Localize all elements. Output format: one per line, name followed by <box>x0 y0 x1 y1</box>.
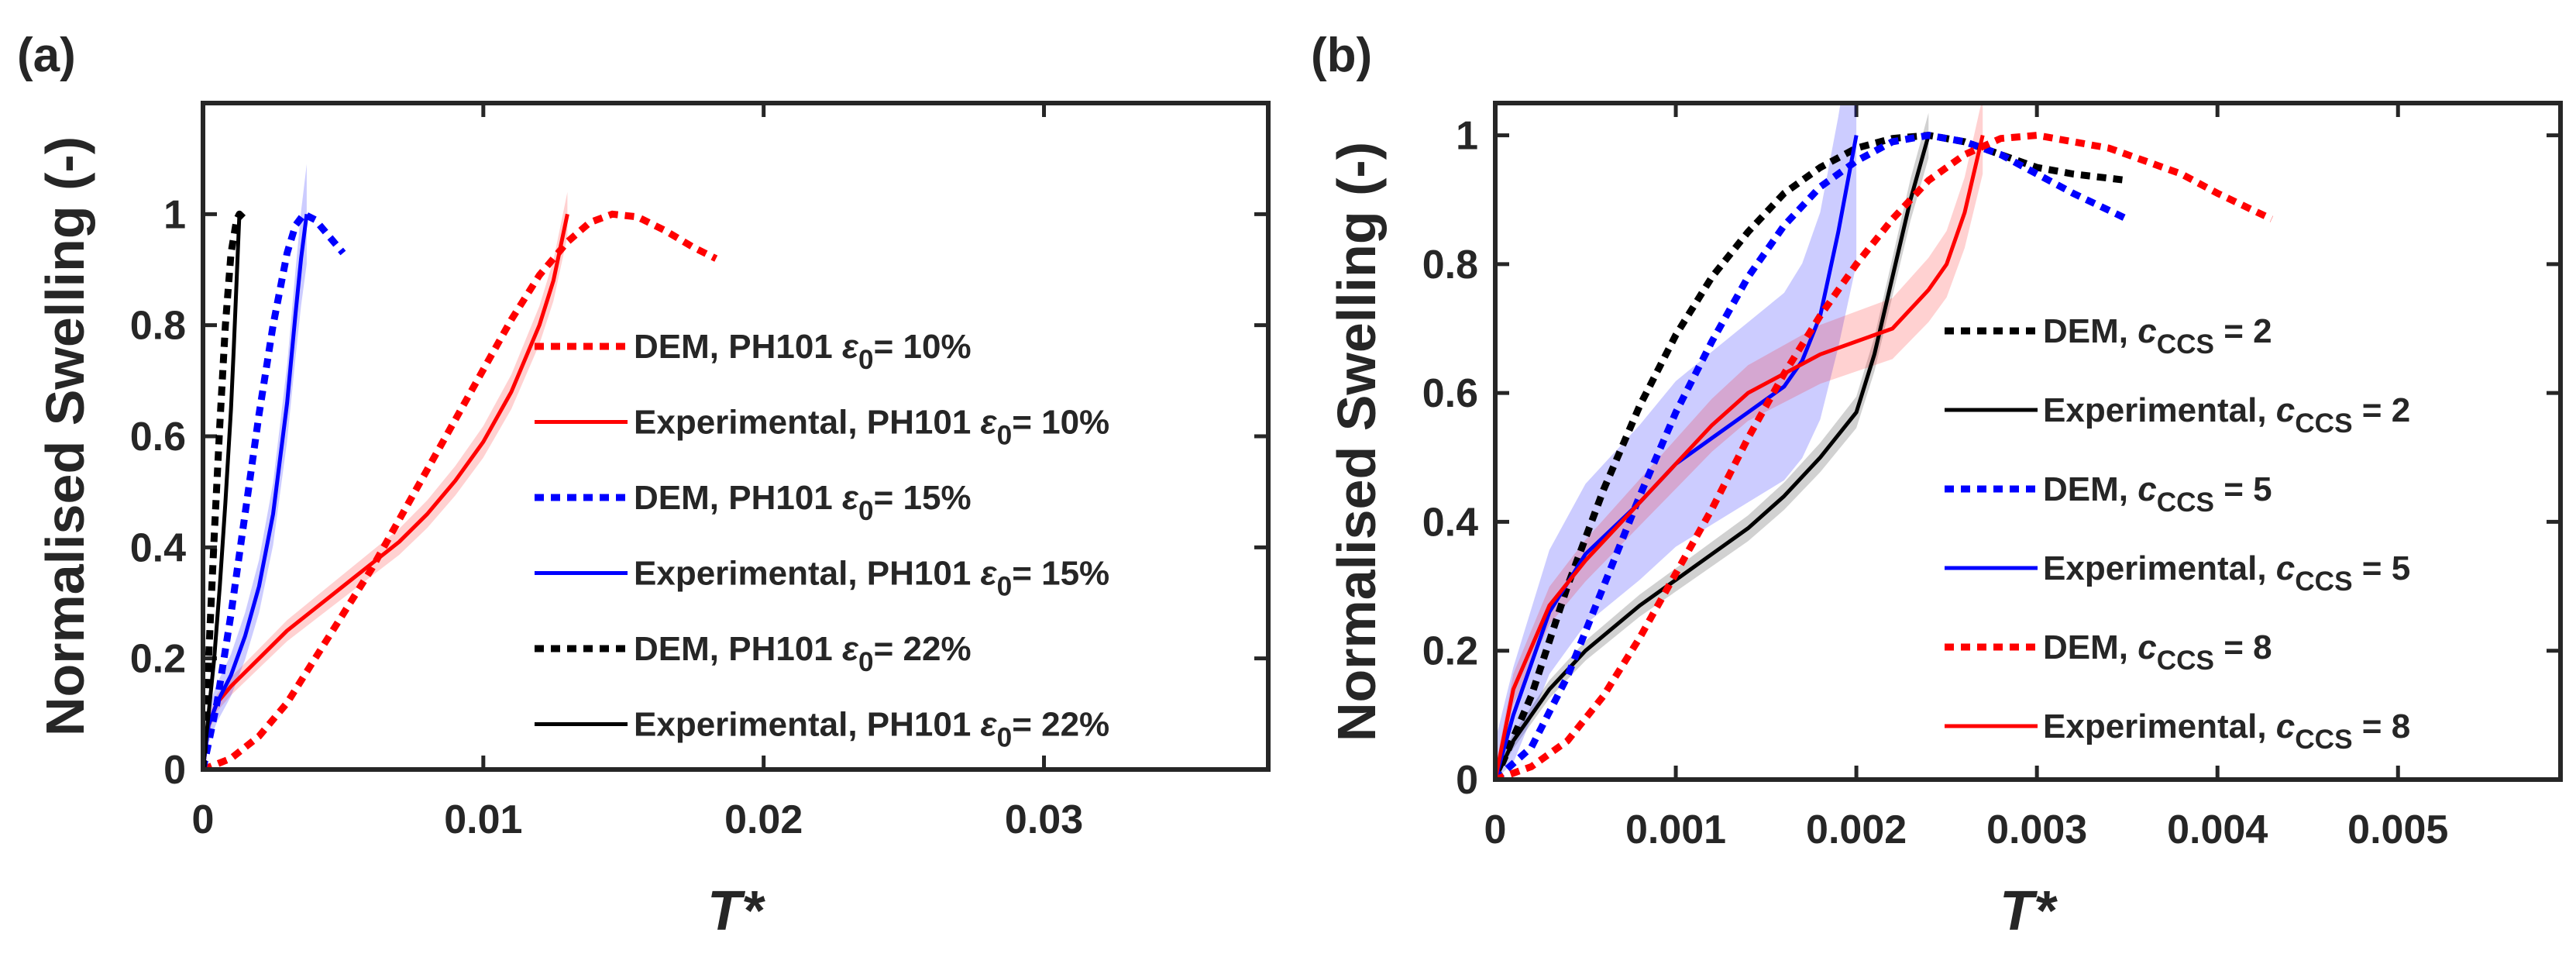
panel-b-series-5-line <box>1495 135 1985 780</box>
panel-b-x-tick-label: 0.001 <box>1625 807 1726 852</box>
panel-b-legend-label-5: Experimental, cCCS = 8 <box>2043 708 2410 755</box>
panel-a-series-1-line <box>203 213 569 769</box>
panel-a-plot-area: 0 0.01 0.02 0.03 0 0.2 0.4 0.6 0.8 1 <box>130 103 1268 842</box>
panel-a-y-axis-label: Normalised Swelling (-) <box>35 136 95 736</box>
panel-b-x-tick-label: 0 <box>1484 807 1507 852</box>
panel-b-series-2-line <box>1495 132 2129 780</box>
panel-b-legend: DEM, cCCS = 2 Experimental, cCCS = 2 DEM, … <box>1945 312 2410 755</box>
panel-b-series-4-line <box>1495 132 2274 780</box>
panel-a-legend: DEM, PH101 ε0= 10% Experimental, PH101 ε0… <box>535 328 1109 753</box>
panel-a-legend-label-4: DEM, PH101 ε0= 22% <box>634 630 972 677</box>
panel-b-x-tick-label: 0.005 <box>2347 807 2448 852</box>
panel-a-legend-label-3: Experimental, PH101 ε0= 15% <box>634 555 1109 602</box>
panel-b-y-tick-label: 0 <box>1456 758 1478 803</box>
panel-b-series-3-band <box>1495 103 1857 780</box>
panel-a-series-group <box>203 164 718 769</box>
panel-b-x-tick-label: 0.004 <box>2167 807 2268 852</box>
panel-b-legend-label-1: Experimental, cCCS = 2 <box>2043 391 2410 439</box>
panel-a-y-tick-label: 0.8 <box>130 304 186 349</box>
panel-b-series-1-band <box>1495 112 1929 780</box>
panel-a-series-0-line <box>203 210 718 769</box>
panel-a-series-1-band <box>203 191 568 769</box>
panel-a-x-tick-label: 0 <box>192 797 215 842</box>
panel-b-legend-label-2: DEM, cCCS = 5 <box>2043 470 2272 518</box>
panel-a-y-tick-label: 0.4 <box>130 525 186 570</box>
panel-a-legend-label-1: Experimental, PH101 ε0= 10% <box>634 404 1109 451</box>
panel-b-series-1-line <box>1495 134 1931 780</box>
panel-b-axes-box <box>1493 101 2563 782</box>
panel-a-legend-label-5: Experimental, PH101 ε0= 22% <box>634 706 1109 753</box>
panel-b-y-tick-label: 0.2 <box>1422 629 1478 674</box>
panel-b-y-tick-label: 0.8 <box>1422 243 1478 287</box>
panel-b-x-axis-label: T* <box>2000 880 2058 942</box>
panel-b-y-tick-label: 0.4 <box>1422 500 1478 545</box>
panel-b-y-tick-label: 1 <box>1456 114 1478 159</box>
panel-b-series-group <box>1495 103 2274 780</box>
panel-a-y-tick-label: 0.2 <box>130 637 186 682</box>
panel-a-y-tick-label: 0.6 <box>130 415 186 460</box>
panel-b-y-axis-label: Normalised Swelling (-) <box>1326 142 1387 742</box>
panel-a-x-tick-label: 0.01 <box>444 797 522 842</box>
panel-a-y-tick-label: 1 <box>163 192 186 237</box>
panel-a-legend-label-0: DEM, PH101 ε0= 10% <box>634 328 972 375</box>
panel-a-x-axis-label: T* <box>707 880 765 942</box>
panel-b-legend-label-3: Experimental, cCCS = 5 <box>2043 549 2410 597</box>
panel-a-label: (a) <box>17 29 76 82</box>
panel-a-x-tick-label: 0.02 <box>724 797 803 842</box>
panel-a-series-3-band <box>203 164 307 769</box>
panel-a-y-tick-label: 0 <box>163 748 186 793</box>
panel-a-series-3-line <box>203 213 309 769</box>
panel-b-legend-label-0: DEM, cCCS = 2 <box>2043 312 2272 360</box>
panel-a-legend-label-2: DEM, PH101 ε0= 15% <box>634 479 972 526</box>
panel-b-x-tick-label: 0.003 <box>1986 807 2087 852</box>
panel-a-x-tick-label: 0.03 <box>1005 797 1083 842</box>
panel-b-x-tick-label: 0.002 <box>1806 807 1907 852</box>
panel-b-legend-label-4: DEM, cCCS = 8 <box>2043 628 2272 676</box>
panel-a-axes-box <box>201 101 1271 772</box>
panel-b-label: (b) <box>1311 29 1372 82</box>
panel-b-plot-area: 0 0.001 0.002 0.003 0.004 0.005 0 0.2 0.4 0.6 0.8 1 <box>1422 103 2561 852</box>
panel-a-series-5-line <box>203 214 242 769</box>
panel-a: (a) 0 0.01 0.02 0.03 0 0.2 0.4 0.6 0.8 1 T* Norma… <box>17 29 1271 942</box>
panel-b-y-tick-label: 0.6 <box>1422 371 1478 416</box>
panel-b: (b) 0 0.001 0.002 0.003 0.004 0.005 0 0.2 0.4 0.6… <box>1311 29 2563 942</box>
